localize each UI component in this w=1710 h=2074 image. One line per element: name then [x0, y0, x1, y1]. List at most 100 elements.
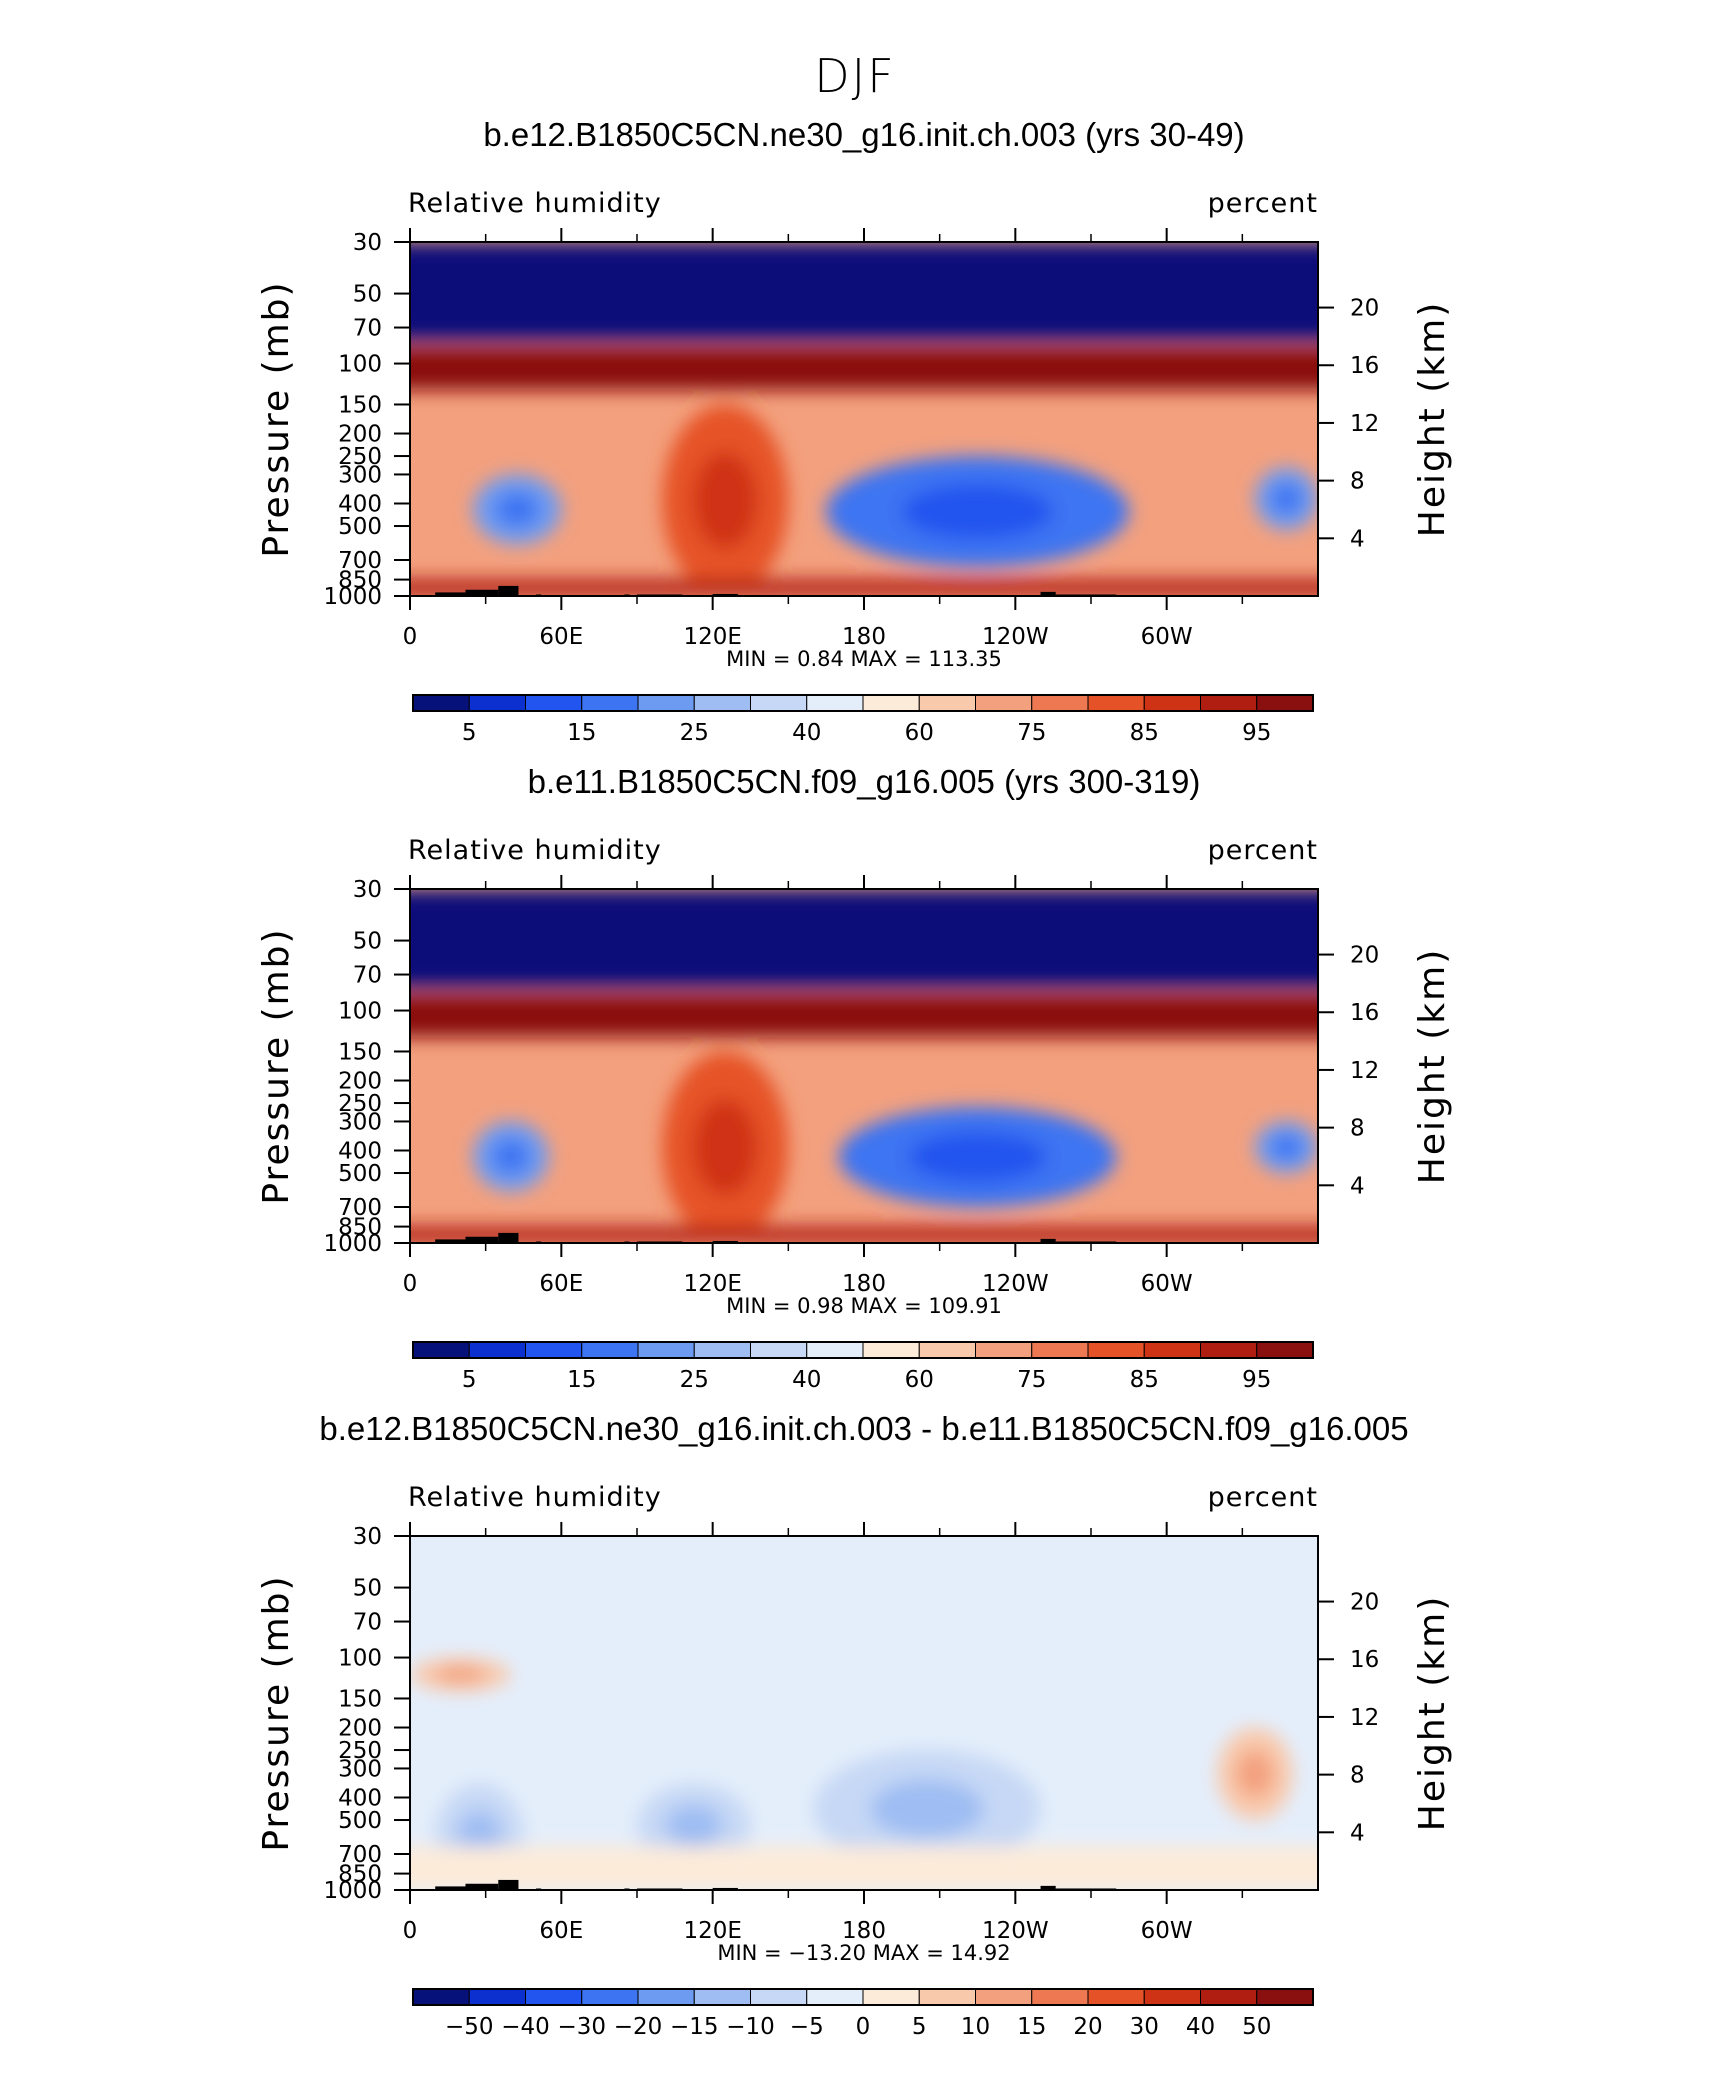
colorbar-swatch	[975, 1341, 1033, 1359]
colorbar-swatch	[806, 1341, 864, 1359]
right-tick-label: 20	[1350, 943, 1379, 969]
y-tick-label: 70	[353, 316, 382, 342]
x-tick-label: 0	[403, 1271, 418, 1297]
field-feature	[410, 889, 1318, 989]
y-axis-label-right: Height (km)	[1412, 1595, 1453, 1831]
topography-mask	[465, 589, 499, 596]
x-tick-label: 60W	[1141, 1271, 1193, 1297]
y-tick-label: 30	[353, 230, 382, 256]
field-feature-core	[435, 1666, 486, 1684]
right-tick-label: 4	[1350, 526, 1365, 552]
y-tick-label: 30	[353, 1524, 382, 1550]
y-tick-label: 250	[338, 1091, 382, 1117]
y-tick-label: 250	[338, 444, 382, 470]
colorbar-label: 25	[680, 720, 709, 746]
x-tick-label: 180	[842, 1918, 886, 1944]
topography-mask	[465, 1236, 499, 1243]
right-tick-label: 16	[1350, 353, 1379, 379]
colorbar-swatch	[1256, 694, 1314, 712]
x-tick-label: 0	[403, 1918, 418, 1944]
x-tick-label: 60E	[539, 624, 583, 650]
y-tick-label: 1000	[323, 584, 382, 610]
colorbar-swatch	[1200, 1988, 1258, 2006]
field-feature-core	[1270, 1134, 1303, 1161]
colorbar-swatch	[918, 694, 976, 712]
y-axis-label-right: Height (km)	[1412, 948, 1453, 1184]
right-tick-label: 12	[1350, 1705, 1379, 1731]
field-feature-core	[901, 483, 1054, 540]
colorbar-swatch	[750, 1341, 808, 1359]
x-tick-label: 180	[842, 624, 886, 650]
colorbar-swatch	[412, 694, 470, 712]
panel-title: b.e12.B1850C5CN.ne30_g16.init.ch.003 - b…	[319, 1410, 1408, 1447]
y-tick-label: 700	[338, 1842, 382, 1868]
colorbar-swatch	[525, 694, 583, 712]
topography-mask	[1040, 1885, 1056, 1890]
right-tick-label: 8	[1350, 469, 1365, 495]
y-tick-label: 50	[353, 929, 382, 955]
x-tick-label: 120W	[982, 1918, 1049, 1944]
y-tick-label: 400	[338, 491, 382, 517]
colorbar-swatch	[975, 694, 1033, 712]
field-label: Relative humidity	[408, 188, 662, 219]
colorbar-label: 15	[1017, 2014, 1046, 2040]
colorbar-swatch	[1143, 1988, 1201, 2006]
units-label: percent	[1208, 835, 1318, 866]
colorbar-swatch	[1031, 694, 1089, 712]
colorbar-swatch	[1087, 1341, 1145, 1359]
colorbar-label: −20	[614, 2014, 663, 2040]
topography-mask	[435, 1886, 481, 1890]
field-feature	[410, 994, 1318, 1038]
y-axis-label: Pressure (mb)	[256, 1574, 297, 1851]
colorbar-label: 40	[792, 1367, 821, 1393]
x-tick-label: 120E	[683, 624, 741, 650]
field-feature-core	[491, 1138, 530, 1174]
field-feature-core	[495, 491, 540, 527]
y-tick-label: 50	[353, 282, 382, 308]
chart-panel-1: b.e12.B1850C5CN.ne30_g16.init.ch.003 (yr…	[256, 116, 1453, 746]
colorbar-label: −40	[501, 2014, 550, 2040]
x-tick-label: 60E	[539, 1271, 583, 1297]
contour-field	[410, 1536, 1318, 1890]
min-max-stats: MIN = −13.20 MAX = 14.92	[717, 1941, 1010, 1965]
x-tick-label: 120W	[982, 1271, 1049, 1297]
y-tick-label: 100	[338, 1646, 382, 1672]
units-label: percent	[1208, 1482, 1318, 1513]
y-tick-label: 150	[338, 1039, 382, 1065]
colorbar-label: 60	[905, 720, 934, 746]
y-tick-label: 700	[338, 1195, 382, 1221]
field-feature-core	[693, 1099, 757, 1196]
colorbar-swatch	[581, 1988, 639, 2006]
colorbar-swatch	[1143, 1341, 1201, 1359]
colorbar-swatch	[862, 1988, 920, 2006]
topography-mask	[712, 593, 738, 596]
colorbar-swatch	[1143, 694, 1201, 712]
colorbar-swatch	[581, 694, 639, 712]
colorbar-label: 10	[961, 2014, 990, 2040]
colorbar-swatch	[637, 1988, 695, 2006]
min-max-stats: MIN = 0.98 MAX = 109.91	[726, 1294, 1002, 1318]
y-tick-label: 300	[338, 1109, 382, 1135]
y-tick-label: 500	[338, 514, 382, 540]
right-tick-label: 16	[1350, 1647, 1379, 1673]
field-feature-core	[1270, 483, 1303, 515]
field-feature-core	[908, 1132, 1047, 1182]
colorbar-swatch	[750, 694, 808, 712]
y-tick-label: 150	[338, 1686, 382, 1712]
y-tick-label: 200	[338, 1069, 382, 1095]
field-feature-core	[1236, 1750, 1274, 1797]
colorbar-swatch	[525, 1341, 583, 1359]
x-tick-label: 60E	[539, 1918, 583, 1944]
colorbar-label: 5	[462, 1367, 477, 1393]
colorbar-label: −50	[445, 2014, 494, 2040]
field-feature	[410, 579, 1318, 596]
colorbar-swatch	[862, 1341, 920, 1359]
colorbar-label: 30	[1130, 2014, 1159, 2040]
x-tick-label: 120W	[982, 624, 1049, 650]
colorbar-swatch	[468, 694, 526, 712]
chart-panel-2: b.e11.B1850C5CN.f09_g16.005 (yrs 300-319…	[256, 763, 1453, 1393]
right-tick-label: 4	[1350, 1173, 1365, 1199]
colorbar-swatch	[412, 1988, 470, 2006]
y-tick-label: 850	[338, 1215, 382, 1241]
